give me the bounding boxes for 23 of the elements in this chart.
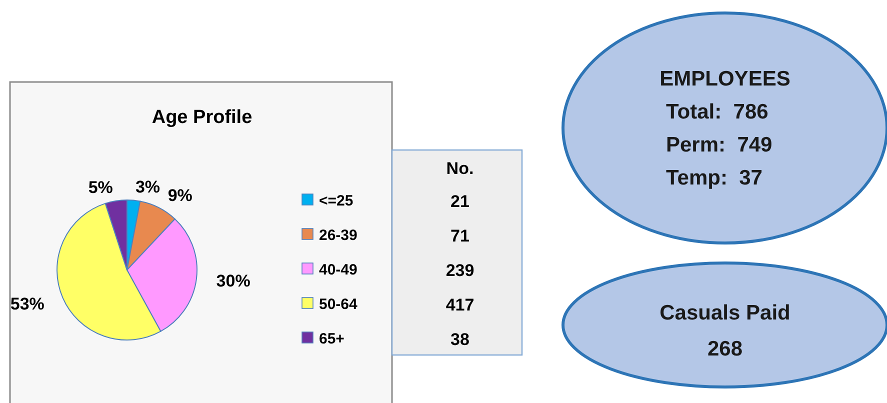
legend-label: 26-39 [319,226,358,244]
legend-label: <=25 [319,192,354,210]
text: 239 [446,260,474,280]
data-label: 5% [88,178,113,197]
data-label: 53% [10,294,44,314]
chart-title: Age Profile [152,107,252,128]
data-label: 3% [135,177,160,196]
text: No. [446,158,474,178]
text: Casuals Paid [660,301,790,324]
text: Temp: 37 [666,166,762,190]
text: 417 [446,295,474,314]
text: 268 [707,337,743,360]
text: 38 [450,330,470,349]
text: 21 [450,192,470,211]
text: Perm: 749 [666,133,772,156]
legend-label: 40-49 [319,261,358,278]
data-label: 30% [216,271,250,290]
legend-label: 65+ [319,330,345,348]
text: EMPLOYEES [660,67,790,90]
text: Total: 786 [666,100,768,124]
legend-label: 50-64 [319,296,358,313]
data-label: 9% [168,186,192,206]
text: 71 [450,226,470,246]
